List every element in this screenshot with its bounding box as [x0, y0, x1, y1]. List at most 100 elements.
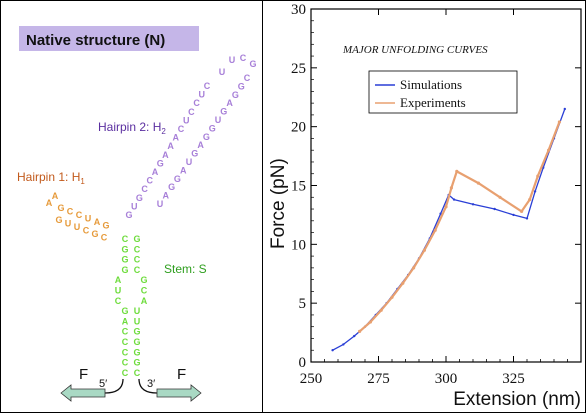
force-extension-chart: 250 275 300 325 0 5 10 15 20 25 30 MAJOR UNFOLDING…: [268, 2, 582, 410]
data-point-experiments: [358, 329, 362, 333]
hairpin2-label-sub: 2: [161, 127, 166, 136]
hairpin2-nucleotide: U: [229, 55, 236, 65]
stem-nucleotide: C: [122, 368, 129, 378]
plot-area: [310, 8, 582, 363]
y-tick-label: 20: [291, 120, 306, 136]
hairpin2-nucleotide: U: [131, 201, 138, 211]
stem-nucleotide: C: [122, 337, 129, 347]
data-point-experiments: [536, 174, 540, 178]
hairpin1-label-text: Hairpin 1: H: [17, 170, 80, 184]
hairpin1-nucleotide: C: [83, 226, 90, 236]
stem-nucleotide: A: [122, 316, 129, 326]
hairpin2-nucleotide: G: [125, 210, 132, 220]
hairpin2-nucleotide: C: [193, 98, 200, 108]
hairpin2-nucleotide: A: [197, 140, 204, 150]
stem-nucleotide: G: [121, 265, 128, 275]
native-structure-title: Native structure (N): [26, 32, 165, 49]
hairpin2-nucleotide: G: [209, 123, 216, 133]
panel-divider: [262, 1, 263, 412]
hairpin1-nucleotide: U: [65, 219, 72, 229]
data-point-simulations: [353, 334, 356, 338]
hairpin2-label: Hairpin 2: H2: [98, 120, 166, 136]
hairpin2-nucleotide: G: [238, 81, 245, 91]
hairpin1-nucleotide: U: [85, 214, 92, 224]
hairpin2-nucleotide: A: [163, 191, 170, 201]
stem-nucleotide: G: [133, 327, 140, 337]
strand-3-end: [138, 378, 158, 394]
stem-nucleotide: G: [133, 337, 140, 347]
data-point-simulations: [563, 107, 566, 111]
hairpin1-nucleotide: G: [91, 229, 98, 239]
data-point-simulations: [342, 343, 345, 346]
legend-label-experiments: Experiments: [400, 95, 466, 110]
stem-nucleotide: U: [115, 286, 122, 296]
legend-box: [368, 70, 518, 114]
stem-nucleotide: U: [134, 316, 141, 326]
y-axis-label: Force (pN): [268, 158, 289, 249]
strand-5-end: [104, 378, 124, 394]
stem-nucleotide: A: [141, 296, 148, 306]
x-tick-label: 300: [435, 371, 458, 387]
force-arrow-left-icon: [60, 384, 106, 402]
hairpin2-nucleotide: C: [188, 107, 195, 117]
hairpin2-nucleotide: G: [249, 59, 256, 69]
data-point-experiments: [401, 281, 405, 285]
hairpin2-nucleotide: U: [219, 67, 226, 77]
stem-nucleotide: G: [121, 255, 128, 265]
hairpin2-nucleotide: A: [167, 141, 174, 151]
three-prime-label: 3′: [147, 378, 155, 390]
hairpin1-nucleotide: G: [57, 203, 64, 213]
hairpin2-nucleotide: C: [141, 184, 148, 194]
data-point-experiments: [498, 195, 502, 199]
axis-ticks: 250 275 300 325 0 5 10 15 20 25 30: [291, 2, 581, 387]
hairpin2-nucleotide: G: [168, 182, 175, 192]
stem-nucleotide: C: [122, 347, 129, 357]
data-point-experiments: [433, 228, 437, 232]
hairpin2-nucleotide: G: [136, 193, 143, 203]
data-point-simulations: [452, 198, 456, 201]
hairpin2-nucleotide: C: [178, 124, 185, 134]
data-point-simulations: [439, 212, 442, 215]
data-point-experiments: [422, 248, 426, 252]
title-background: [19, 26, 199, 51]
y-tick-label: 15: [291, 179, 306, 195]
data-point-experiments: [528, 198, 532, 202]
data-point-experiments: [455, 169, 459, 173]
hairpin1-nucleotide: C: [101, 233, 108, 243]
hairpin2-label-text: Hairpin 2: H: [98, 120, 161, 134]
hairpin1-label: Hairpin 1: H1: [17, 170, 85, 186]
rna-structure-panel: Native structure (N) Hairpin 2: H2 Hairp…: [17, 26, 257, 402]
hairpin2-nucleotide: U: [215, 115, 222, 125]
hairpin2-nucleotide: U: [199, 90, 206, 100]
hairpin2-nucleotide: C: [244, 73, 251, 83]
hairpin2-nucleotide: A: [226, 98, 233, 108]
stem-nucleotide: G: [133, 358, 140, 368]
force-label-right: F: [177, 366, 186, 383]
stem-nucleotide: G: [140, 275, 147, 285]
data-point-experiments: [547, 148, 551, 152]
hairpin2-nucleotide: U: [157, 199, 164, 209]
stem-nucleotide: C: [134, 265, 141, 275]
y-tick-label: 5: [299, 296, 307, 312]
series-line-experiments: [358, 121, 561, 333]
data-point-experiments: [412, 266, 416, 270]
hairpin2-nucleotide: U: [183, 115, 190, 125]
force-label-left: F: [79, 366, 88, 383]
data-point-simulations: [471, 203, 475, 206]
data-point-simulations: [525, 217, 529, 220]
chart-title: MAJOR UNFOLDING CURVES: [342, 44, 488, 56]
stem-nucleotide: G: [133, 234, 140, 244]
stem-nucleotide: C: [122, 327, 129, 337]
stem-nucleotide: C: [134, 244, 141, 254]
stem-nucleotide: C: [122, 234, 129, 244]
data-point-experiments: [449, 186, 453, 190]
hairpin2-nucleotide: A: [173, 133, 180, 143]
data-point-experiments: [557, 120, 561, 124]
stem-nucleotide: G: [133, 347, 140, 357]
hairpin1-label-sub: 1: [80, 177, 85, 186]
hairpin2-nucleotide: G: [232, 90, 239, 100]
stem-nucleotide: C: [115, 296, 122, 306]
data-point-simulations: [512, 213, 515, 217]
stem-nucleotide: G: [121, 306, 128, 316]
stem-nucleotide: C: [134, 255, 141, 265]
